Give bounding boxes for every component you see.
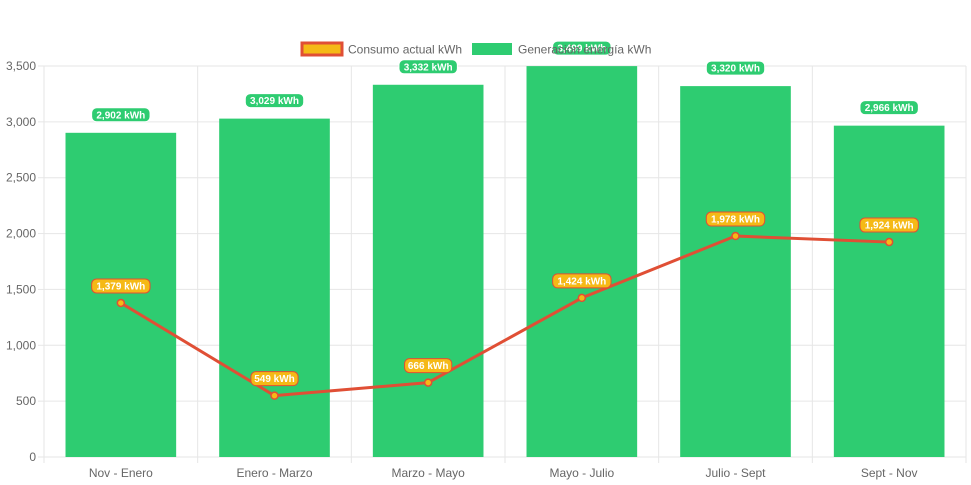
legend-item-consumo[interactable]: Consumo actual kWh xyxy=(300,41,462,57)
bar-value-label: 3,320 kWh xyxy=(711,64,760,75)
x-tick-label: Sept - Nov xyxy=(861,466,918,480)
bar-value-label-bg xyxy=(244,93,305,109)
line-value-label: 549 kWh xyxy=(254,374,295,385)
line-value-label-bg xyxy=(404,358,453,374)
line-value-label: 1,978 kWh xyxy=(711,215,760,226)
line-value-label-bg xyxy=(859,217,919,233)
bar[interactable] xyxy=(219,118,330,457)
y-tick-label: 1,000 xyxy=(6,338,36,352)
legend-label-consumo: Consumo actual kWh xyxy=(348,43,462,57)
bar[interactable] xyxy=(372,84,484,457)
bar-value-label: 3,332 kWh xyxy=(404,62,453,73)
line-point[interactable] xyxy=(116,298,126,308)
x-tick-label: Nov - Enero xyxy=(89,466,153,480)
bar-value-label-bg xyxy=(859,100,919,116)
line-value-label: 1,379 kWh xyxy=(96,281,145,292)
line-value-label: 1,424 kWh xyxy=(557,276,606,287)
line-series xyxy=(116,231,894,400)
bar[interactable] xyxy=(526,66,638,457)
y-tick-label: 3,500 xyxy=(6,59,36,73)
axes: 0 500 1,000 1,500 2,000 2,500 3,000 3,500 Nov - … xyxy=(6,59,918,480)
line-value-label: 1,924 kWh xyxy=(865,221,914,232)
legend-swatch-consumo xyxy=(300,41,344,57)
y-tick-label: 2,000 xyxy=(6,227,36,241)
line-point[interactable] xyxy=(270,391,279,400)
y-tick-label: 500 xyxy=(16,394,36,408)
bar[interactable] xyxy=(680,86,791,457)
bar[interactable] xyxy=(833,125,945,457)
x-tick-label: Marzo - Mayo xyxy=(391,466,465,480)
line-point[interactable] xyxy=(731,231,740,241)
y-tick-label: 2,500 xyxy=(6,171,36,185)
bar-value-label-bg xyxy=(398,59,458,75)
bar[interactable] xyxy=(65,132,177,457)
grid xyxy=(38,65,967,463)
line-value-label-bg xyxy=(552,273,612,289)
data-labels: 2,902 kWh 3,029 kWh 3,332 kWh 3,499 kWh 3,32… xyxy=(91,40,919,387)
legend-label-generacion: Generación energía kWh xyxy=(518,43,651,57)
consumo-line xyxy=(120,234,890,398)
line-value-label-bg xyxy=(91,278,151,294)
line-value-label-bg xyxy=(705,211,766,227)
y-tick-label: 0 xyxy=(29,450,36,464)
x-tick-label: Julio - Sept xyxy=(705,466,766,480)
bar-value-label: 3,499 kWh xyxy=(557,44,606,55)
bar-value-label-bg xyxy=(91,107,151,123)
x-tick-label: Mayo - Julio xyxy=(549,466,614,480)
legend-swatch-generacion xyxy=(472,43,512,55)
legend-item-generacion[interactable]: Generación energía kWh xyxy=(472,43,651,57)
bars xyxy=(65,66,945,457)
y-tick-label: 1,500 xyxy=(6,282,36,296)
bar-value-label: 3,029 kWh xyxy=(250,96,299,107)
bar-value-label: 2,902 kWh xyxy=(96,110,145,121)
line-value-label: 666 kWh xyxy=(408,361,449,372)
bar-value-label-bg xyxy=(705,60,766,76)
x-tick-label: Enero - Marzo xyxy=(236,466,312,480)
line-point[interactable] xyxy=(884,237,894,247)
bar-value-label-bg xyxy=(552,40,612,56)
line-point[interactable] xyxy=(423,378,433,387)
line-value-label-bg xyxy=(250,371,299,387)
line-point[interactable] xyxy=(577,293,587,303)
bar-value-label: 2,966 kWh xyxy=(865,103,914,114)
y-tick-label: 3,000 xyxy=(6,115,36,129)
legend[interactable]: Consumo actual kWh Generación energía kW… xyxy=(300,41,651,57)
